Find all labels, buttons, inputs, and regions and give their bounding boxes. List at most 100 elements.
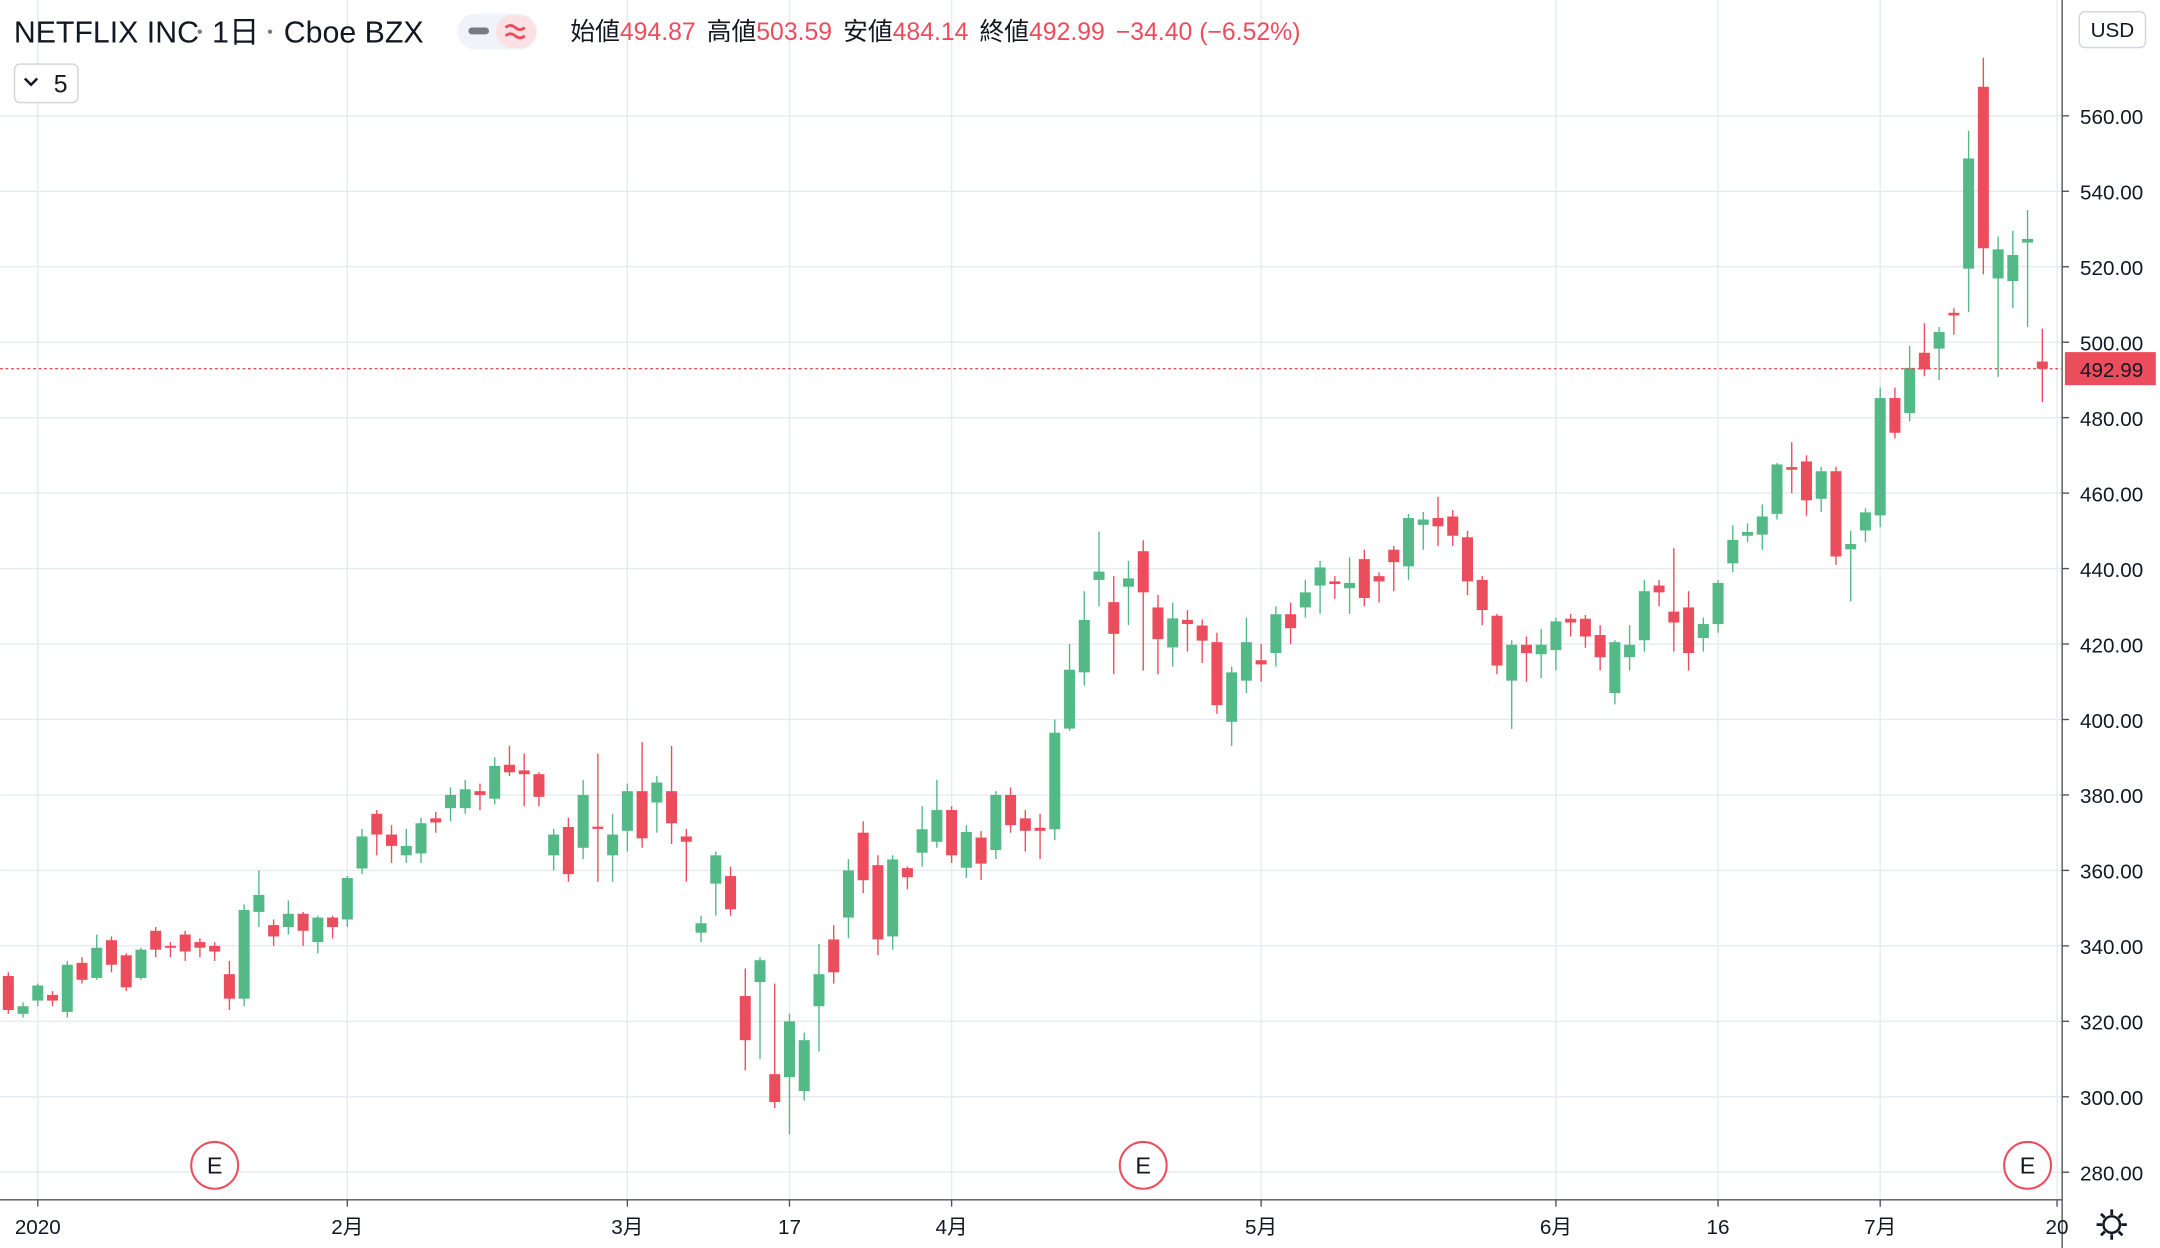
candle-body bbox=[548, 834, 560, 856]
currency-border[interactable] bbox=[2078, 11, 2147, 49]
gear-teeth[interactable] bbox=[2096, 1209, 2127, 1240]
candle-body bbox=[1167, 618, 1179, 648]
candle-body bbox=[1137, 551, 1149, 593]
candle-body bbox=[783, 1021, 795, 1078]
candle-body bbox=[592, 826, 604, 829]
candle-body bbox=[1579, 618, 1591, 637]
ohlc-value: 494.87 bbox=[620, 19, 696, 46]
candle-body bbox=[1594, 634, 1606, 658]
candle-body bbox=[1064, 669, 1076, 729]
candle-body bbox=[1476, 579, 1488, 611]
candle-body bbox=[872, 865, 884, 940]
candle-body bbox=[798, 1040, 810, 1092]
candle-body bbox=[1948, 312, 1960, 316]
ohlc-legend: 始値494.87 高値503.59 安値484.14 終値492.99 −34.40 (… bbox=[570, 18, 1300, 46]
indicator-buttons[interactable] bbox=[457, 13, 538, 50]
candle-body bbox=[607, 834, 619, 856]
candle-body bbox=[459, 789, 471, 809]
candle-body bbox=[415, 823, 427, 854]
candle-body bbox=[1049, 732, 1061, 830]
x-tick-label: 6月 bbox=[1540, 1216, 1572, 1239]
compare-icon[interactable] bbox=[504, 24, 526, 40]
candle-body bbox=[1933, 332, 1945, 349]
separator bbox=[267, 29, 273, 34]
candle-body bbox=[990, 794, 1002, 851]
candle-body bbox=[1211, 642, 1223, 706]
ohlc-label: 高値 bbox=[707, 18, 757, 46]
y-tick-label: 340.00 bbox=[2080, 936, 2143, 959]
candle-body bbox=[1918, 352, 1930, 370]
price-tag bbox=[2064, 352, 2156, 386]
candle-body bbox=[1977, 86, 1989, 249]
dropdown-box[interactable] bbox=[13, 63, 79, 104]
compare-bg[interactable] bbox=[495, 15, 536, 49]
candle-body bbox=[61, 964, 73, 1012]
candle-body bbox=[813, 974, 825, 1007]
x-tick-label: 7月 bbox=[1864, 1216, 1896, 1239]
candle-body bbox=[562, 827, 574, 875]
y-tick-label: 520.00 bbox=[2080, 257, 2143, 280]
ohlc-value: 484.14 bbox=[893, 19, 969, 46]
symbol: NETFLIX INC bbox=[14, 17, 199, 50]
candle-body bbox=[1845, 544, 1857, 550]
earnings-event[interactable]: E bbox=[190, 1140, 240, 1190]
candle-body bbox=[2022, 238, 2034, 243]
ohlc-label: 始値 bbox=[570, 18, 620, 46]
candle-body bbox=[356, 836, 368, 869]
candle-body bbox=[754, 960, 766, 983]
candle-body bbox=[975, 837, 987, 864]
candle-body bbox=[710, 855, 722, 884]
candle-body bbox=[2007, 255, 2019, 282]
y-tick-label: 540.00 bbox=[2080, 182, 2143, 205]
candle-body bbox=[1108, 602, 1120, 634]
y-tick-label: 460.00 bbox=[2080, 483, 2143, 506]
candle-body bbox=[1388, 549, 1400, 563]
candle-body bbox=[444, 794, 456, 809]
dropdown-value[interactable]: 5 bbox=[54, 71, 68, 98]
candle-body bbox=[1019, 818, 1031, 831]
candle-body bbox=[1417, 519, 1429, 525]
candle-body bbox=[1904, 367, 1916, 414]
candle-body bbox=[533, 774, 545, 797]
candle-body bbox=[32, 985, 44, 1001]
candle-body bbox=[327, 917, 339, 928]
candle-body bbox=[91, 947, 103, 978]
candle-body bbox=[1653, 585, 1665, 593]
candle-body bbox=[1491, 615, 1503, 666]
currency-box[interactable]: USD bbox=[2078, 11, 2147, 49]
candle-body bbox=[887, 859, 899, 937]
earnings-event[interactable]: E bbox=[1118, 1140, 1168, 1190]
interval-dropdown[interactable]: 5 bbox=[13, 63, 79, 104]
candle-body bbox=[1683, 607, 1695, 654]
candle-body bbox=[400, 845, 412, 856]
x-tick-label: 20 bbox=[2046, 1216, 2069, 1239]
candle-body bbox=[1668, 611, 1680, 623]
candle-body bbox=[120, 955, 132, 988]
candle-body bbox=[1034, 827, 1046, 831]
settings[interactable] bbox=[2096, 1209, 2127, 1240]
candle-body bbox=[253, 894, 265, 912]
event-circle bbox=[2003, 1140, 2053, 1190]
candle-body bbox=[1874, 398, 1886, 516]
candle-body bbox=[680, 836, 692, 842]
candle-body bbox=[1771, 464, 1783, 514]
event-circle bbox=[190, 1140, 240, 1190]
candle-body bbox=[1609, 642, 1621, 694]
y-tick-label: 440.00 bbox=[2080, 559, 2143, 582]
candle-body bbox=[297, 913, 309, 931]
hide-icon[interactable] bbox=[468, 27, 490, 35]
candle-body bbox=[1447, 516, 1459, 536]
candle-body bbox=[503, 764, 515, 773]
earnings-event[interactable]: E bbox=[2003, 1140, 2053, 1190]
gear-ring[interactable] bbox=[2102, 1215, 2122, 1235]
y-tick-label: 320.00 bbox=[2080, 1012, 2143, 1035]
y-tick-label: 300.00 bbox=[2080, 1087, 2143, 1110]
currency[interactable]: USD bbox=[2091, 19, 2135, 42]
candle-body bbox=[1992, 249, 2004, 279]
candle-body bbox=[268, 925, 280, 937]
chevron[interactable] bbox=[23, 77, 39, 87]
candle-body bbox=[1638, 591, 1650, 641]
x-tick-label: 2月 bbox=[331, 1216, 363, 1239]
candle-body bbox=[1815, 471, 1827, 499]
